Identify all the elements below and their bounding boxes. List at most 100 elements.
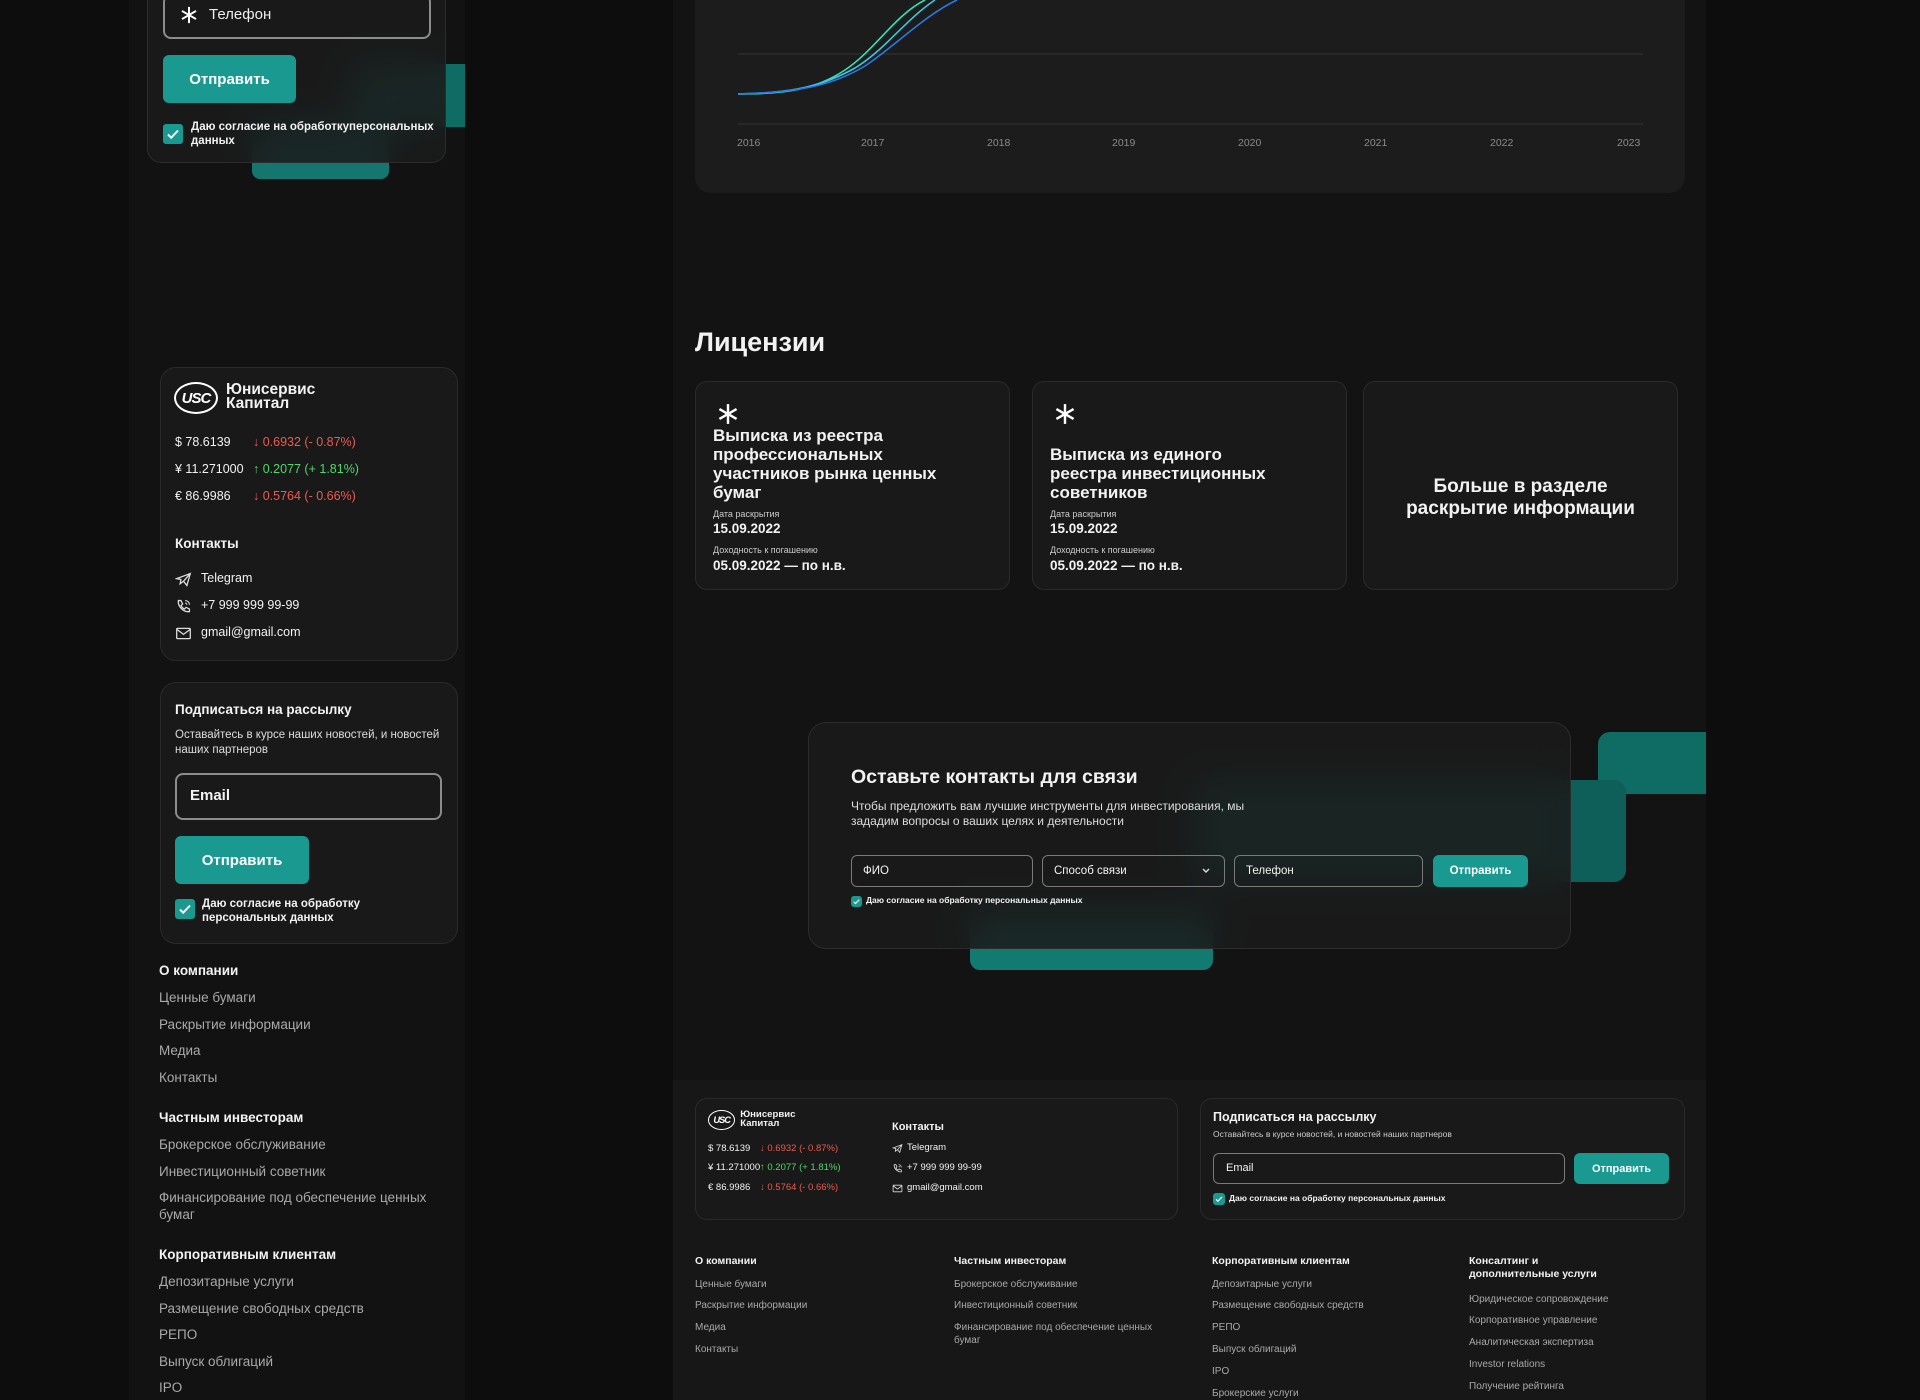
menu-link[interactable]: Корпоративное управление [1469,1315,1598,1327]
menu-link[interactable]: Размещение свободных средств [159,1300,364,1316]
check-icon [853,899,860,905]
menu-link[interactable]: Ценные бумаги [159,990,256,1006]
chart-card [695,0,1685,193]
menu-link[interactable]: Раскрытие информации [695,1300,808,1312]
menu-heading: Корпоративным клиентам [159,1247,337,1263]
menu-link[interactable]: Юридическое сопровождение [1469,1293,1609,1305]
menu-link[interactable]: Выпуск облигаций [1212,1343,1297,1355]
field-value: 05.09.2022 — по н.в. [1050,558,1183,574]
menu-link[interactable]: Размещение свободных средств [1212,1300,1364,1312]
rate-value: € 86.9986 [175,488,231,503]
field-value: 15.09.2022 [713,521,781,537]
placeholder: Способ связи [1054,864,1127,877]
submit-button[interactable]: Отправить [163,55,296,103]
icon-glyph [892,1143,903,1153]
menu-link[interactable]: Контакты [695,1343,739,1355]
section-title: Контакты [175,536,239,552]
menu-link[interactable]: Раскрытие информации [159,1016,311,1032]
menu-link[interactable]: Брокерское обслуживание [159,1137,326,1153]
dropdown-arrow [1200,865,1212,877]
section-title: Контакты [892,1120,944,1133]
menu-link[interactable]: Инвестиционный советник [954,1300,1078,1312]
chart-plot [737,0,1643,125]
placeholder: Email [1226,1161,1254,1174]
menu-link[interactable]: Депозитарные услуги [159,1274,294,1290]
company-card [160,367,458,661]
checkbox[interactable] [1213,1193,1225,1205]
menu-link[interactable]: Контакты [159,1069,218,1085]
checkbox[interactable] [851,896,862,907]
more-link[interactable]: Больше в разделе раскрытие информации [1406,475,1635,519]
chevron [1202,868,1210,873]
email-input[interactable] [175,773,442,820]
text-input[interactable] [851,855,1033,887]
icon-glyph [177,599,191,612]
field-label: Дата раскрытия [1050,509,1117,520]
license-card[interactable] [695,381,1010,590]
logo-mark: USC [708,1110,736,1130]
x-tick-label: 2018 [987,137,1011,150]
submit-button[interactable]: Отправить [1574,1153,1669,1184]
chart-line [737,0,958,95]
asterisk-icon [180,6,198,24]
subscribe-card [160,682,458,944]
rate-change: ↓ 0.6932 (- 0.87%) [760,1142,839,1154]
menu-link[interactable]: IPO [159,1380,183,1396]
menu-link[interactable]: Депозитарные услуги [1212,1278,1312,1290]
menu-link[interactable]: Ценные бумаги [695,1278,767,1290]
consent-text: Даю согласие на обработку персональных д… [1229,1193,1446,1204]
menu-link[interactable]: Investor relations [1469,1358,1546,1370]
phone-input[interactable] [163,0,431,39]
contact-text: Telegram [201,570,253,585]
consent-text: Даю согласие на обработку персональных д… [866,895,1083,906]
submit-button[interactable]: Отправить [175,836,309,884]
contact-card [808,722,1571,949]
telegram-icon [892,1143,903,1154]
text-input[interactable] [1234,855,1423,887]
contact-text: Telegram [907,1141,947,1153]
field-value: 05.09.2022 — по н.в. [713,558,846,574]
menu-heading: О компании [159,963,239,979]
rate-change: ↑ 0.2077 (+ 1.81%) [760,1161,841,1173]
menu-link[interactable]: Медиа [159,1043,201,1059]
menu-link[interactable]: Финансирование под обеспечение ценных бу… [954,1322,1153,1347]
description: Оставайтесь в курсе новостей, и новостей… [1213,1129,1452,1140]
field-label: Доходность к погашению [1050,545,1155,556]
menu-link[interactable]: Финансирование под обеспечение ценных бу… [159,1190,427,1223]
menu-link[interactable]: Медиа [695,1322,726,1334]
logo-text: Юнисервис [226,380,316,398]
icon-glyph [893,1163,902,1172]
description: Чтобы предложить вам лучшие инструменты … [851,799,1245,829]
logo-text: Капитал [740,1117,780,1129]
menu-link[interactable]: Брокерское обслуживание [954,1278,1078,1290]
menu-link[interactable]: Аналитическая экспертиза [1469,1337,1594,1349]
placeholder: Телефон [209,6,272,24]
placeholder: Телефон [1246,864,1294,877]
checkbox[interactable] [175,899,195,919]
field-label: Доходность к погашению [713,545,818,556]
menu-link[interactable]: РЕПО [1212,1322,1241,1334]
menu-link[interactable]: Получение рейтинга [1469,1380,1564,1392]
x-tick-label: 2020 [1238,137,1262,150]
menu-link[interactable]: Инвестиционный советник [159,1163,326,1179]
license-card[interactable] [1032,381,1347,590]
menu-heading: Частным инвесторам [954,1255,1067,1268]
form-title: Оставьте контакты для связи [851,766,1138,789]
asterisk-glyph [718,404,738,424]
text-input[interactable] [1042,855,1225,887]
x-tick-label: 2016 [737,137,761,150]
menu-link[interactable]: Брокерские услуги [1212,1387,1299,1399]
menu-link[interactable]: РЕПО [159,1327,198,1343]
menu-heading: Частным инвесторам [159,1110,304,1126]
menu-link[interactable]: IPO [1212,1365,1230,1377]
submit-button[interactable]: Отправить [1433,855,1528,887]
section-title: Подписаться на рассылку [175,702,352,718]
asterisk-icon [1054,403,1076,425]
x-tick-label: 2019 [1112,137,1136,150]
license-card[interactable] [1363,381,1678,590]
menu-link[interactable]: Выпуск облигаций [159,1353,274,1369]
contact-text: gmail@gmail.com [907,1181,983,1193]
email-input[interactable] [1213,1153,1565,1184]
checkbox[interactable] [163,124,183,144]
logo-text: Юнисервис [740,1108,796,1120]
